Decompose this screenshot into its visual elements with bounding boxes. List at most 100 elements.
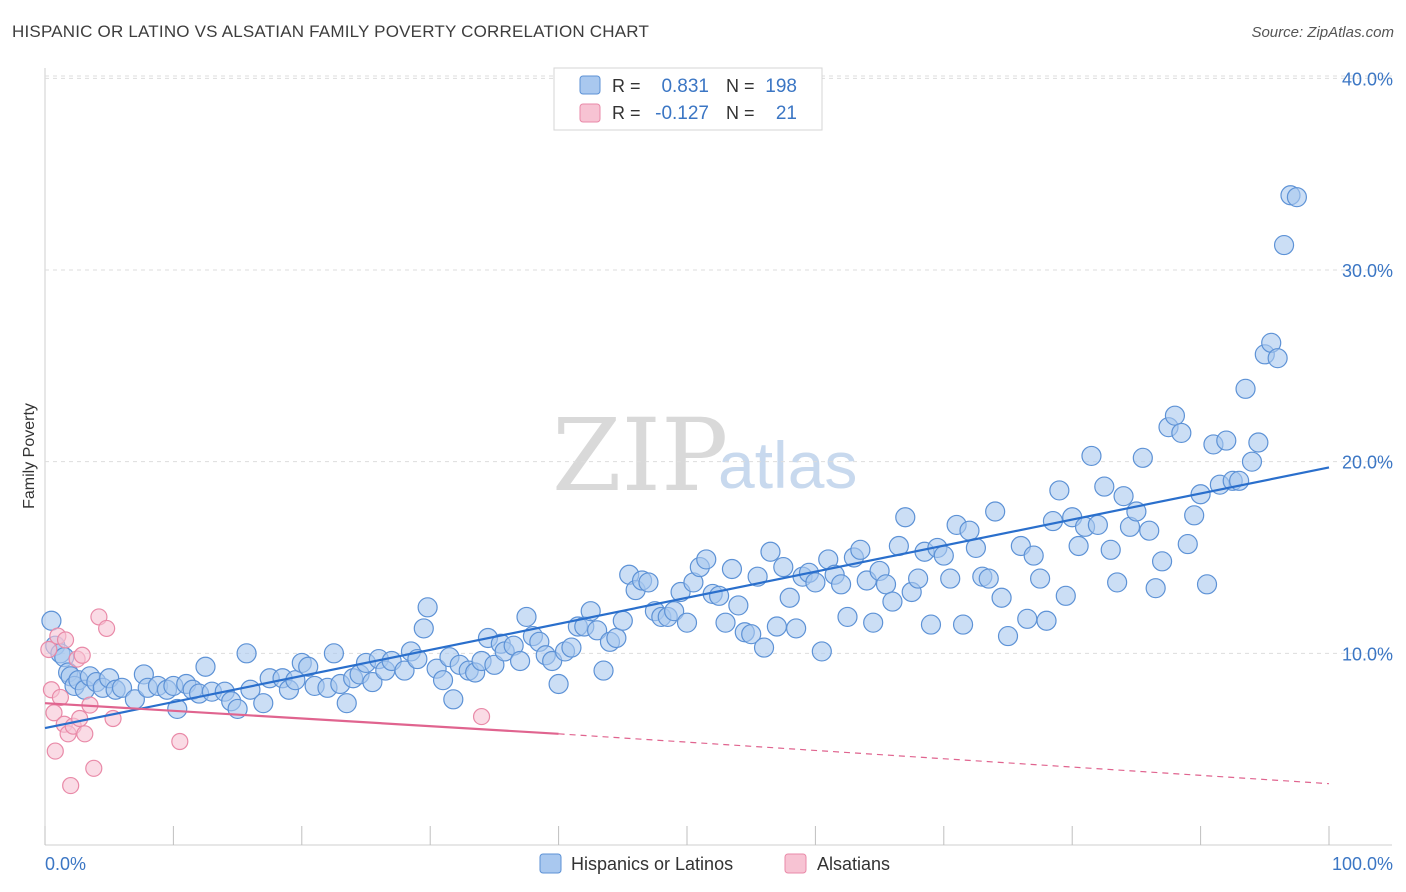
- legend-r-value-alsatian: -0.127: [655, 103, 709, 124]
- hispanic-point: [41, 610, 62, 631]
- hispanic-point: [484, 654, 505, 675]
- legend-r-label-hispanic: R =: [612, 76, 641, 96]
- alsatian-point: [76, 725, 94, 743]
- hispanic-trend-line: [44, 466, 1330, 730]
- series-legend-swatch-alsatian: [784, 853, 807, 874]
- hispanic-point: [561, 637, 582, 658]
- hispanic-point: [753, 637, 775, 658]
- alsatian-point: [73, 646, 91, 664]
- hispanic-point: [978, 568, 999, 589]
- legend-swatch-alsatian: [579, 103, 601, 123]
- alsatian-point: [56, 631, 75, 649]
- hispanic-point: [933, 545, 954, 566]
- alsatian-point: [62, 776, 80, 795]
- series-legend-label-hispanic: Hispanics or Latinos: [571, 854, 733, 874]
- hispanic-point: [443, 689, 464, 710]
- hispanic-point: [1055, 585, 1076, 606]
- hispanic-point: [1184, 505, 1205, 526]
- hispanic-point: [715, 612, 736, 633]
- hispanic-point: [298, 656, 319, 677]
- hispanic-point: [612, 610, 633, 631]
- hispanic-point: [1017, 608, 1038, 629]
- hispanic-point: [1177, 533, 1198, 555]
- hispanic-point: [587, 620, 608, 641]
- series-legend-label-alsatian: Alsatians: [817, 854, 890, 874]
- data-points: [40, 185, 1308, 795]
- hispanic-point: [875, 574, 897, 595]
- hispanic-point: [837, 606, 858, 628]
- hispanic-point: [1216, 430, 1237, 451]
- hispanic-point: [606, 627, 627, 649]
- legend-n-value-alsatian: 21: [776, 103, 797, 124]
- hispanic-point: [1132, 447, 1153, 468]
- source-credit: Source: ZipAtlas.com: [1251, 24, 1394, 41]
- chart-title: HISPANIC OR LATINO VS ALSATIAN FAMILY PO…: [12, 22, 650, 41]
- legend-r-value-hispanic: 0.831: [661, 76, 709, 97]
- hispanic-point: [516, 606, 537, 628]
- hispanic-point: [863, 612, 884, 633]
- hispanic-point: [908, 568, 929, 589]
- hispanic-point: [1241, 451, 1263, 472]
- hispanic-point: [696, 549, 717, 570]
- hispanic-point: [1151, 551, 1173, 572]
- legend-r-label-alsatian: R =: [612, 103, 641, 123]
- hispanic-point: [336, 693, 357, 714]
- alsatian-point: [71, 709, 89, 728]
- legend-n-label-hispanic: N =: [726, 76, 755, 96]
- alsatian-point: [40, 640, 58, 659]
- hispanic-point: [952, 614, 974, 635]
- hispanic-point: [253, 693, 274, 714]
- hispanic-point: [997, 625, 1019, 647]
- watermark: ZIP atlas: [552, 397, 857, 514]
- x-tick-label-min: 0.0%: [45, 854, 86, 874]
- hispanic-point: [1286, 187, 1308, 208]
- hispanic-point: [811, 641, 832, 662]
- hispanic-point: [773, 556, 794, 578]
- hispanic-point: [1267, 348, 1288, 369]
- hispanic-point: [1145, 578, 1166, 599]
- gridlines: [45, 75, 1392, 654]
- series-legend: Hispanics or Latinos Alsatians: [539, 853, 890, 874]
- hispanic-point: [959, 520, 980, 541]
- hispanic-point: [413, 618, 434, 639]
- hispanic-point: [1049, 480, 1070, 501]
- hispanic-point: [111, 677, 133, 698]
- alsatian-point: [472, 707, 491, 726]
- alsatian-point: [98, 619, 116, 638]
- alsatian-point: [46, 742, 64, 760]
- alsatian-point: [171, 732, 189, 751]
- hispanic-point: [432, 670, 454, 691]
- y-tick-labels: 10.0% 20.0% 30.0% 40.0%: [1342, 69, 1393, 664]
- alsatian-point: [85, 759, 103, 777]
- trend-lines: [44, 466, 1330, 785]
- hispanic-point: [940, 568, 961, 589]
- hispanic-point: [760, 541, 781, 562]
- hispanic-point: [1081, 445, 1102, 467]
- hispanic-point: [593, 660, 614, 681]
- x-axis-ticks: [44, 826, 1330, 845]
- y-tick-label-10: 10.0%: [1342, 644, 1393, 664]
- hispanic-point: [1171, 422, 1192, 444]
- hispanic-point: [985, 501, 1006, 522]
- hispanic-point: [830, 574, 852, 595]
- hispanic-point: [721, 558, 743, 580]
- x-tick-label-max: 100.0%: [1332, 854, 1393, 874]
- hispanic-point: [236, 643, 257, 664]
- hispanic-point: [1100, 539, 1121, 560]
- legend-swatch-hispanic: [579, 75, 601, 95]
- hispanic-point: [638, 572, 659, 593]
- hispanic-point: [1164, 405, 1186, 426]
- y-tick-label-20: 20.0%: [1342, 453, 1393, 473]
- y-tick-label-30: 30.0%: [1342, 261, 1393, 281]
- hispanic-point: [805, 572, 826, 593]
- watermark-zip: ZIP: [552, 397, 728, 514]
- hispanic-point: [664, 601, 685, 622]
- alsatian-point: [51, 688, 70, 707]
- watermark-atlas: atlas: [718, 428, 857, 502]
- hispanic-point: [1087, 514, 1108, 536]
- hispanic-point: [323, 643, 344, 664]
- hispanic-point: [779, 587, 800, 608]
- hispanic-point: [1196, 574, 1218, 595]
- alsatian-trend-line: [44, 702, 559, 735]
